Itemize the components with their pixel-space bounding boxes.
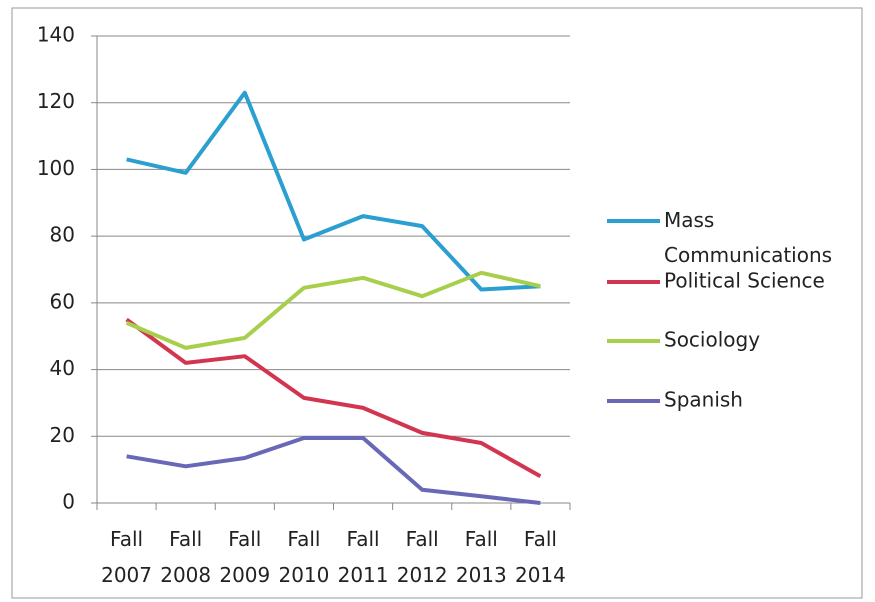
text-line: Fall: [347, 527, 380, 551]
text-line: 2011: [338, 563, 389, 587]
text-line: Fall: [169, 527, 202, 551]
series-line: [126, 436, 541, 505]
legend-label: Mass Communications: [664, 208, 832, 267]
y-tick-label: 40: [50, 356, 75, 380]
text-line: 2014: [515, 563, 566, 587]
x-tick-label: Fall 2010: [278, 527, 329, 587]
text-line: 2010: [278, 563, 329, 587]
legend-label: Spanish: [664, 388, 743, 412]
x-tick-label: Fall 2012: [397, 527, 448, 587]
text-line: Fall: [287, 527, 320, 551]
legend-label: Political Science: [664, 269, 825, 293]
x-tick-label: Fall 2007: [101, 527, 152, 587]
y-tick-label: 0: [62, 490, 75, 514]
legend-label: Sociology: [664, 328, 760, 352]
y-tick-label: 120: [37, 89, 75, 113]
x-tick-label: Fall 2013: [456, 527, 507, 587]
text-line: 2008: [160, 563, 211, 587]
text-line: Communications: [664, 243, 832, 267]
series-line: [125, 270, 541, 350]
y-tick-label: 140: [37, 23, 75, 47]
text-line: Fall: [465, 527, 498, 551]
text-line: Fall: [406, 527, 439, 551]
x-tick-label: Fall 2014: [515, 527, 566, 587]
text-line: 2007: [101, 563, 152, 587]
y-tick-label: 80: [50, 223, 75, 247]
text-line: Fall: [110, 527, 143, 551]
text-line: 2012: [397, 563, 448, 587]
series-line: [126, 90, 541, 292]
text-line: Mass: [664, 208, 714, 232]
y-tick-label: 20: [50, 423, 75, 447]
text-line: Fall: [228, 527, 261, 551]
text-line: 2009: [219, 563, 270, 587]
y-tick-label: 100: [37, 156, 75, 180]
x-tick-label: Fall 2011: [338, 527, 389, 587]
x-tick-label: Fall 2008: [160, 527, 211, 587]
text-line: Fall: [524, 527, 557, 551]
text-line: 2013: [456, 563, 507, 587]
y-tick-label: 60: [50, 289, 75, 313]
x-tick-label: Fall 2009: [219, 527, 270, 587]
series-line: [125, 317, 542, 479]
